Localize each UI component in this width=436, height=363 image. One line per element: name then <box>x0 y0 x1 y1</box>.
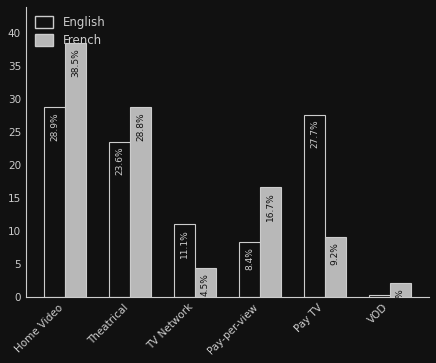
Bar <box>195 268 216 297</box>
Text: 2.2%: 2.2% <box>396 288 405 311</box>
Bar <box>109 142 130 297</box>
Bar <box>369 295 390 297</box>
Bar <box>325 237 346 297</box>
Legend: English, French: English, French <box>32 13 109 51</box>
Text: 27.7%: 27.7% <box>310 120 319 148</box>
Bar <box>304 115 325 297</box>
Text: 23.6%: 23.6% <box>115 147 124 175</box>
Text: 4.5%: 4.5% <box>201 273 210 296</box>
Text: 11.1%: 11.1% <box>180 229 189 258</box>
Bar <box>260 187 281 297</box>
Text: 9.2%: 9.2% <box>331 242 340 265</box>
Bar <box>130 107 151 297</box>
Bar <box>44 107 65 297</box>
Text: 38.5%: 38.5% <box>71 49 80 77</box>
Text: 28.8%: 28.8% <box>136 113 145 141</box>
Text: 8.4%: 8.4% <box>245 247 254 270</box>
Text: 16.7%: 16.7% <box>266 192 275 221</box>
Bar <box>65 43 86 297</box>
Text: 28.9%: 28.9% <box>50 112 59 140</box>
Bar <box>390 283 411 297</box>
Bar <box>239 242 260 297</box>
Bar <box>174 224 195 297</box>
